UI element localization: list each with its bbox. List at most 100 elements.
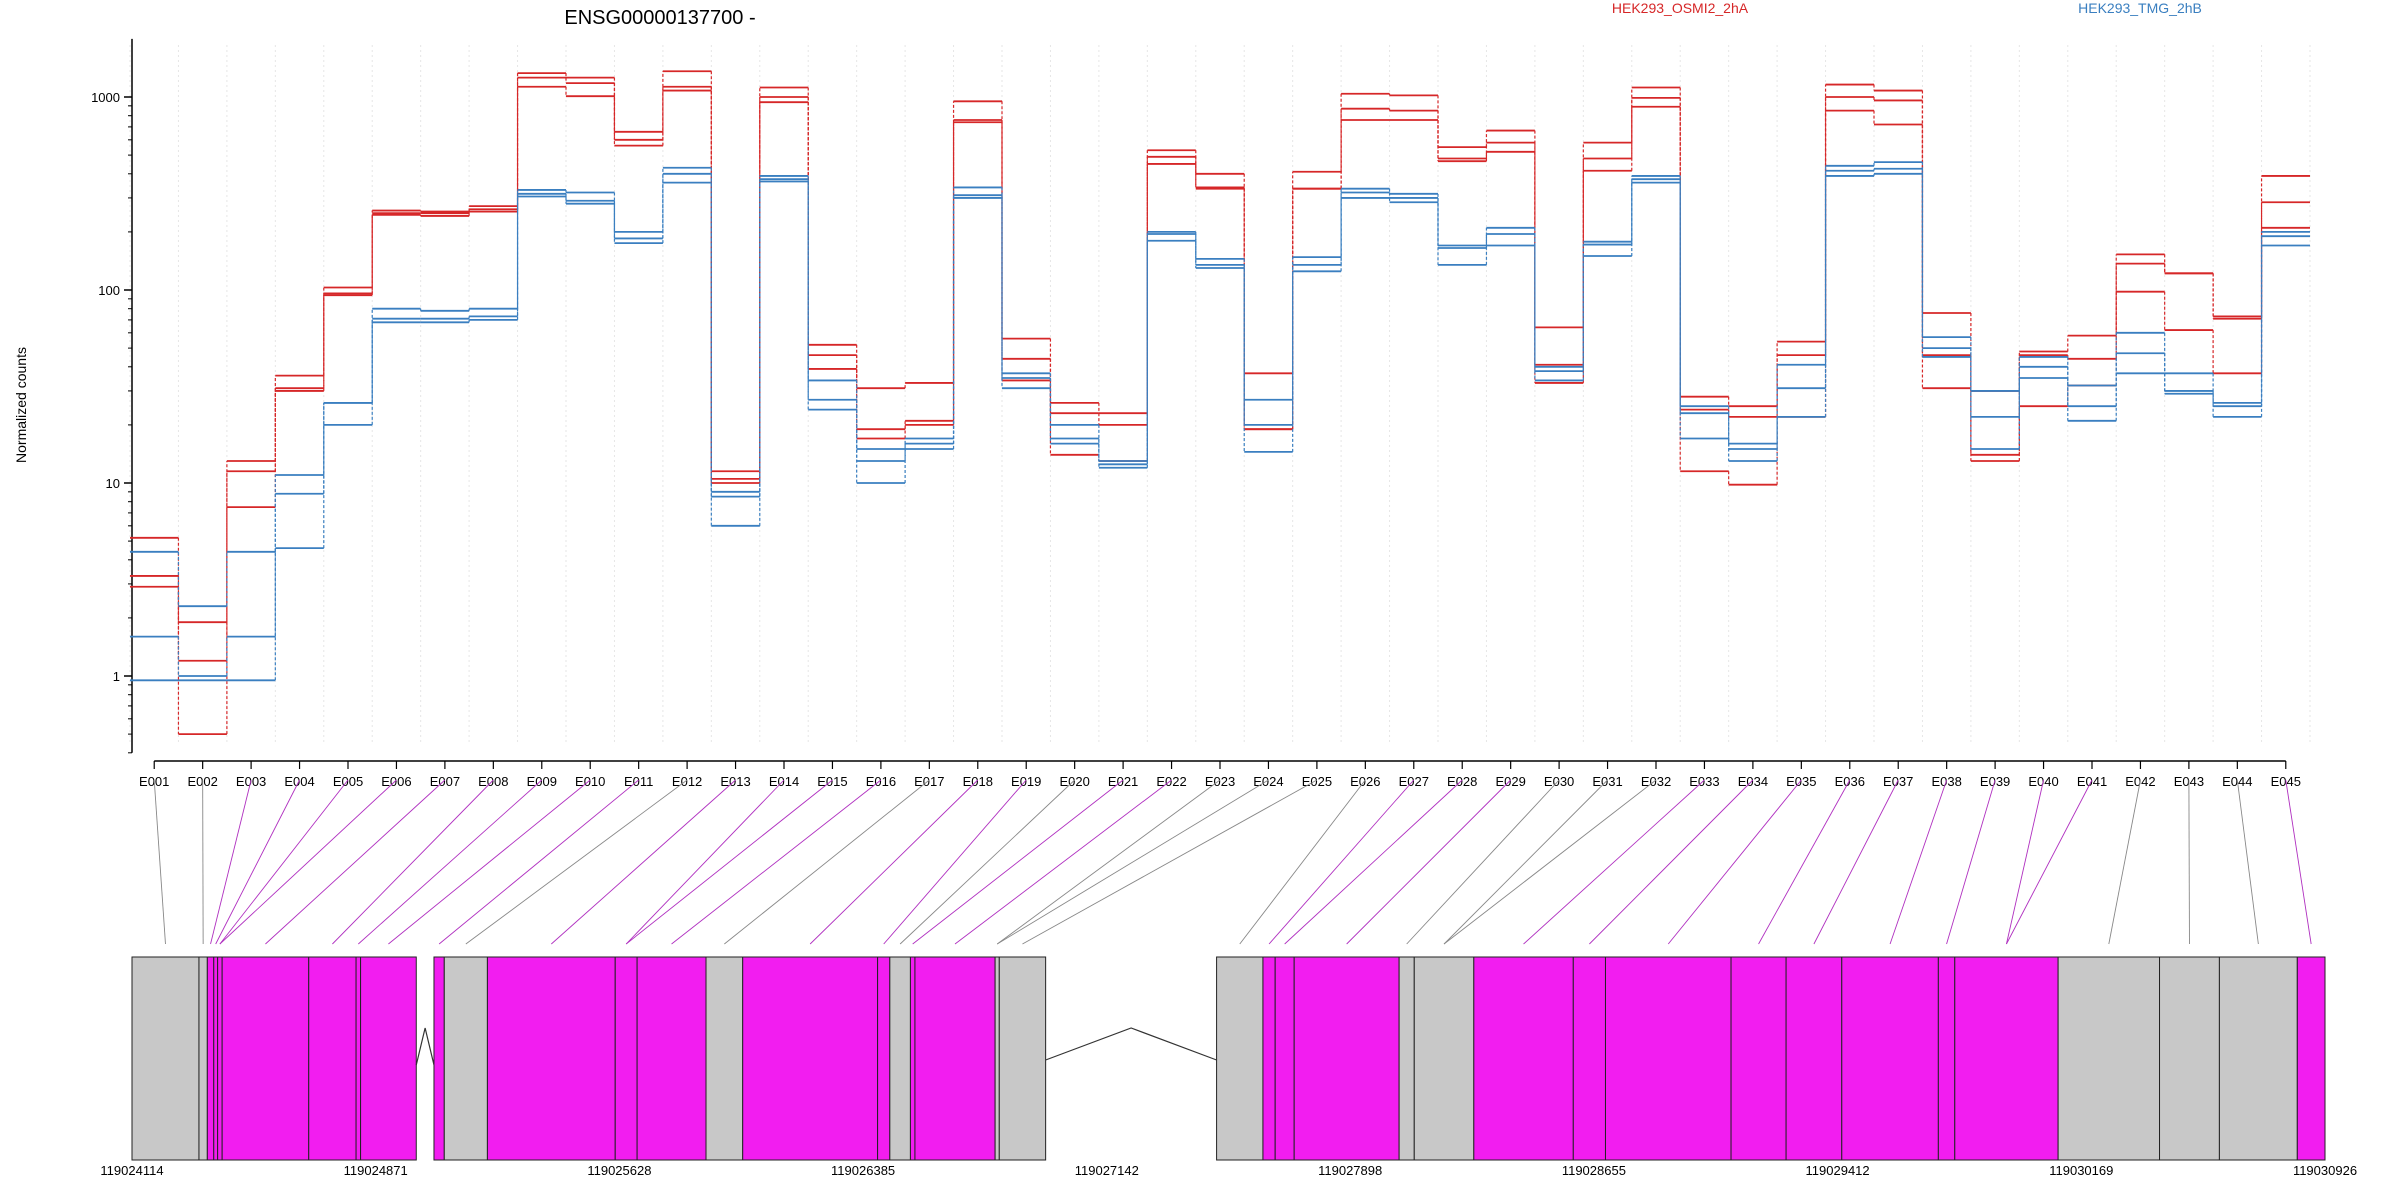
exon-block [360, 956, 417, 1161]
exon-tick-label: E026 [1350, 774, 1380, 789]
y-axis: 1 10 100 1000 [91, 38, 133, 754]
exon-block [1398, 956, 1415, 1161]
genomic-coordinate-label: 119026385 [831, 1163, 895, 1178]
exon-connector [625, 779, 785, 945]
exon-tick-label: E016 [866, 774, 896, 789]
exon-connector [265, 779, 446, 945]
exon-tick-label: E004 [284, 774, 314, 789]
exon-block [2218, 956, 2298, 1161]
genomic-coordinate-label: 119027898 [1318, 1163, 1382, 1178]
exon-tick-label: E008 [478, 774, 508, 789]
exon-connector [388, 779, 591, 945]
exon-connector [219, 779, 397, 945]
exon-tick-label: E010 [575, 774, 605, 789]
exon-block [1841, 956, 1939, 1161]
exon-block [705, 956, 744, 1161]
exon-connector [2236, 779, 2259, 945]
exon-block [1473, 956, 1574, 1161]
exon-connector [1589, 779, 1754, 945]
exon-block [1730, 956, 1787, 1161]
exon-block [1954, 956, 2059, 1161]
genomic-coordinate-label: 119029412 [1806, 1163, 1870, 1178]
exon-connector [809, 779, 979, 945]
exon-tick-label: E012 [672, 774, 702, 789]
y-tick-label: 1000 [91, 90, 120, 105]
exon-connector [1758, 779, 1851, 945]
exon-connector [1022, 779, 1318, 945]
exon-connector [1523, 779, 1705, 945]
exon-block [1937, 956, 1956, 1161]
exon-connector [2188, 779, 2190, 945]
exon-block [308, 956, 357, 1161]
exon-tick-label: E029 [1495, 774, 1525, 789]
exon-tick-label: E009 [527, 774, 557, 789]
genomic-coordinate-label: 119028655 [1562, 1163, 1626, 1178]
exon-tick-label: E036 [1835, 774, 1865, 789]
series-6 [130, 172, 2310, 682]
exon-connector [465, 779, 688, 945]
exon-block [486, 956, 616, 1161]
series-2 [130, 76, 2310, 662]
exon-connector [1813, 779, 1899, 945]
exon-connector [2006, 779, 2044, 945]
exon-connector [1284, 779, 1463, 945]
exon-block [443, 956, 488, 1161]
exon-connector [551, 779, 736, 945]
exon-tick-label: E017 [914, 774, 944, 789]
exon-block [131, 956, 200, 1161]
exon-tick-label: E031 [1592, 774, 1622, 789]
exon-tick-label: E041 [2077, 774, 2107, 789]
exon-tick-label: E035 [1786, 774, 1816, 789]
exon-block [221, 956, 310, 1161]
exon-tick-label: E025 [1302, 774, 1332, 789]
y-tick-label: 10 [106, 476, 120, 491]
exon-block [614, 956, 638, 1161]
exon-connector [153, 779, 166, 945]
exon-connector [2108, 779, 2141, 945]
exon-connector [438, 779, 639, 945]
exon-block [213, 956, 219, 1161]
legend-entry-osmi2: HEK293_OSMI2_2hA [1612, 0, 1749, 16]
exon-block [1262, 956, 1276, 1161]
chart-title: ENSG00000137700 - [564, 7, 755, 29]
exon-connector [2006, 779, 2093, 945]
exon-block [206, 956, 215, 1161]
series-1 [130, 70, 2310, 624]
exon-block [198, 956, 208, 1161]
genomic-coordinate-label: 119024114 [100, 1163, 163, 1178]
exon-block [909, 956, 916, 1161]
exon-connector [996, 779, 1221, 945]
exon-block [889, 956, 911, 1161]
series-5 [130, 167, 2310, 677]
exon-tick-label: E006 [381, 774, 411, 789]
exon-connector [215, 779, 300, 945]
exon-tick-label: E024 [1253, 774, 1283, 789]
exon-block [636, 956, 707, 1161]
exon-connectors [153, 779, 2312, 945]
exon-tick-label: E005 [333, 774, 363, 789]
exon-connector [954, 779, 1172, 945]
exon-tick-label: E021 [1108, 774, 1138, 789]
legend-entry-tmg: HEK293_TMG_2hB [2078, 0, 2202, 16]
exon-tick-label: E013 [720, 774, 750, 789]
exon-block [1274, 956, 1295, 1161]
exon-tick-label: E033 [1689, 774, 1719, 789]
exon-tick-label: E011 [624, 774, 653, 789]
exon-tick-label: E014 [769, 774, 799, 789]
exon-tick-label: E018 [963, 774, 993, 789]
exon-connector [625, 779, 833, 945]
exon-tick-label: E034 [1738, 774, 1768, 789]
genomic-coordinate-label: 119030926 [2293, 1163, 2357, 1178]
exon-connector [1239, 779, 1366, 945]
exon-block [2159, 956, 2220, 1161]
exon-connector [912, 779, 1124, 945]
exon-connector [1889, 779, 1948, 945]
exon-block [1604, 956, 1732, 1161]
exon-tick-label: E038 [1931, 774, 1961, 789]
exon-block [1785, 956, 1843, 1161]
genomic-coordinate-label: 119025628 [587, 1163, 651, 1178]
exon-connector [724, 779, 930, 945]
exon-connector [1346, 779, 1511, 945]
exon-connector [1406, 779, 1560, 945]
